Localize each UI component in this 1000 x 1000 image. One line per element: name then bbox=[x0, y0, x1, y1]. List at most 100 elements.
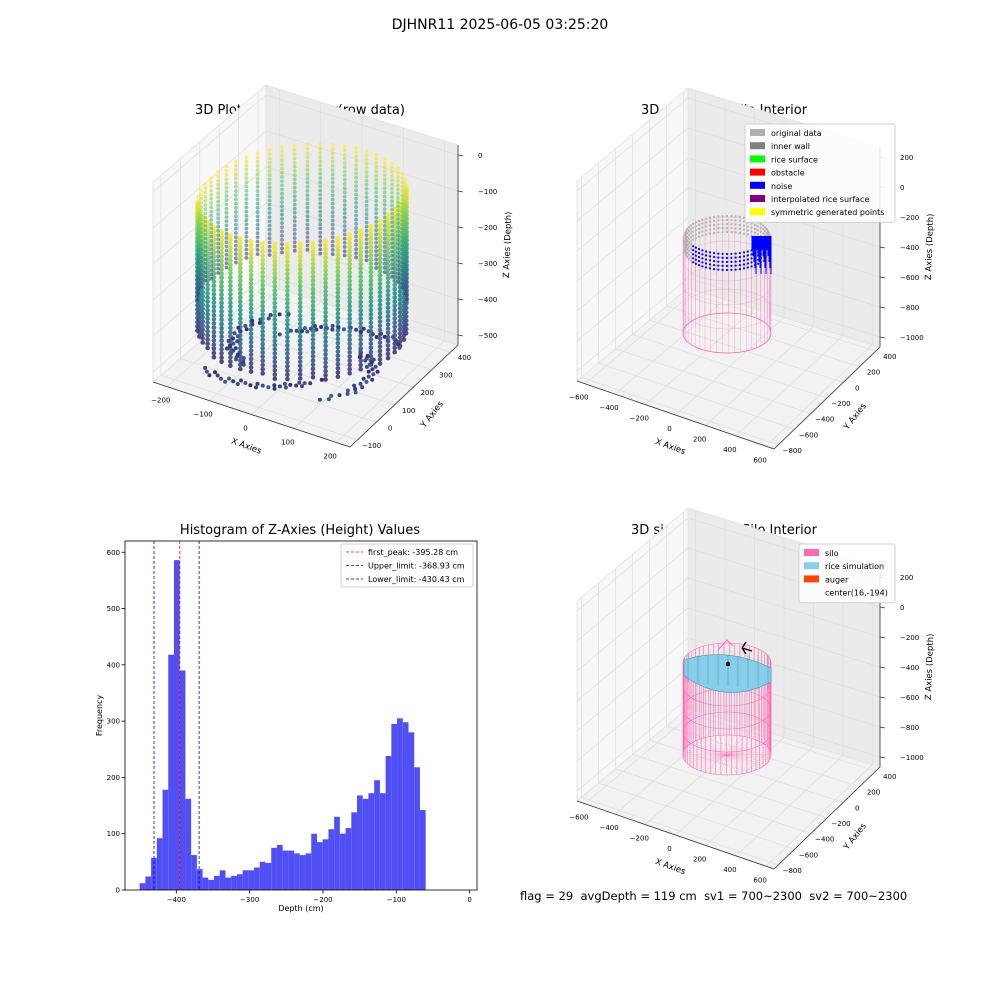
plot1-point bbox=[310, 286, 316, 292]
plot1-point bbox=[280, 166, 284, 171]
plot1-point bbox=[228, 275, 233, 280]
plot1-point bbox=[358, 253, 364, 259]
plot1-point bbox=[267, 181, 272, 186]
plot2-point bbox=[694, 233, 698, 236]
plot1-point bbox=[347, 358, 353, 364]
plot1-point bbox=[260, 354, 266, 359]
plot1-point bbox=[244, 226, 249, 231]
plot1-point bbox=[382, 182, 387, 186]
plot1-floor-point bbox=[361, 376, 366, 381]
plot1-point bbox=[224, 240, 229, 245]
plot1-point bbox=[405, 234, 409, 239]
plot2-point bbox=[721, 264, 724, 267]
plot2-x-tick-label: 600 bbox=[753, 456, 766, 464]
plot1-point bbox=[354, 154, 358, 159]
plot2-point bbox=[734, 252, 737, 255]
plot2-z-tick-label: −400 bbox=[900, 244, 919, 252]
plot1-point bbox=[248, 314, 254, 320]
plot1-point bbox=[219, 267, 224, 272]
plot1-point bbox=[292, 240, 297, 245]
plot1-point bbox=[297, 321, 303, 327]
plot1-point bbox=[280, 217, 284, 221]
plot1-point bbox=[205, 295, 210, 300]
plot1-point bbox=[248, 327, 254, 332]
plot1-point bbox=[255, 252, 260, 256]
plot1-point bbox=[330, 151, 335, 156]
plot2-point bbox=[701, 253, 704, 256]
plot1-point bbox=[354, 146, 358, 151]
plot1-point bbox=[285, 250, 290, 256]
plot1-point bbox=[196, 253, 201, 258]
plot2-point bbox=[697, 264, 701, 267]
plot1-point bbox=[385, 263, 391, 269]
plot1-point bbox=[400, 252, 405, 256]
plot4-z-tick bbox=[879, 696, 886, 699]
plot2-point bbox=[713, 264, 716, 267]
plot2-point bbox=[697, 227, 701, 230]
plot1-point bbox=[335, 315, 341, 321]
plot2-point bbox=[697, 256, 701, 259]
plot1-point bbox=[211, 279, 217, 284]
plot2-z-tick bbox=[879, 336, 886, 339]
plot1-point bbox=[196, 249, 201, 254]
plot2-z-tick-label: −200 bbox=[900, 214, 919, 222]
plot1-point bbox=[397, 305, 403, 311]
plot1-point bbox=[305, 142, 310, 147]
plot2-point bbox=[725, 260, 729, 264]
plot1-point bbox=[392, 299, 398, 305]
plot1-point bbox=[238, 244, 243, 250]
plot1-point bbox=[318, 171, 323, 176]
plot1-point bbox=[248, 289, 254, 295]
plot4-legend-label: center(16,-194) bbox=[825, 589, 888, 598]
plot1-point bbox=[400, 189, 405, 193]
plot1-point bbox=[219, 309, 224, 314]
plot1-x-tick-label: −100 bbox=[194, 411, 213, 419]
plot1-point bbox=[297, 372, 303, 377]
plot4-x-tick-label: −600 bbox=[569, 814, 588, 822]
plot1-point bbox=[310, 291, 316, 296]
plot1-point bbox=[400, 201, 405, 206]
plot1-point bbox=[305, 193, 310, 198]
plot1-point bbox=[203, 224, 208, 228]
plot1-point bbox=[219, 300, 224, 306]
plot1-point bbox=[292, 198, 297, 203]
plot1-point bbox=[390, 232, 394, 237]
plot1-point bbox=[219, 325, 224, 331]
plot1-point bbox=[330, 231, 335, 236]
plot1-point bbox=[260, 320, 266, 326]
plot1-point bbox=[318, 142, 323, 147]
plot1-point bbox=[205, 345, 210, 351]
plot4-z-tick-label: −1000 bbox=[900, 754, 924, 762]
plot1-point bbox=[285, 334, 290, 340]
plot1-point bbox=[368, 311, 374, 317]
plot1-point bbox=[285, 254, 290, 260]
plot1-point bbox=[209, 272, 214, 277]
plot1-point bbox=[297, 363, 303, 369]
plot1-point bbox=[310, 333, 316, 338]
plot1-point bbox=[400, 180, 405, 185]
plot1-point bbox=[260, 249, 266, 254]
plot1-point bbox=[292, 206, 297, 211]
plot2-point bbox=[692, 253, 695, 256]
plot1-floor-point bbox=[366, 374, 371, 379]
plot1-point bbox=[335, 345, 341, 350]
plot1-point bbox=[195, 328, 200, 333]
plot1-point bbox=[354, 171, 358, 176]
plot1-point bbox=[330, 235, 335, 240]
plot1-point bbox=[342, 215, 347, 220]
plot1-point bbox=[224, 236, 229, 240]
plot1-point bbox=[390, 190, 394, 195]
plot2-point bbox=[730, 264, 733, 267]
plot1-point bbox=[400, 205, 405, 210]
plot1-point bbox=[400, 218, 405, 223]
plot2-x-tick-label: 200 bbox=[693, 435, 706, 443]
plot4-y-tick-label: −200 bbox=[831, 820, 850, 828]
plot1-point bbox=[224, 202, 229, 207]
plot1-floor-point bbox=[297, 380, 302, 385]
plot1-point bbox=[377, 226, 383, 232]
plot2-point bbox=[689, 243, 692, 246]
plot1-point bbox=[248, 276, 254, 282]
plot1-point bbox=[234, 184, 238, 189]
plot1-point bbox=[405, 251, 409, 256]
